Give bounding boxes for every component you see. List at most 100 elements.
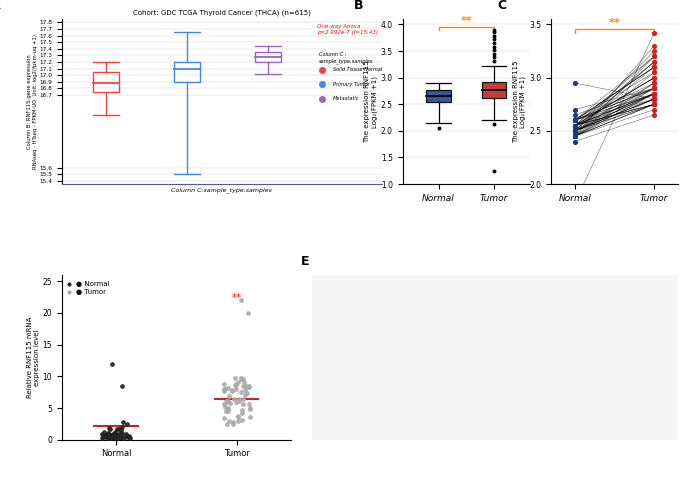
Point — [569, 122, 580, 130]
Point — [649, 85, 660, 92]
Point — [649, 95, 660, 103]
Point — [112, 433, 123, 441]
Point — [569, 132, 580, 140]
Point — [649, 58, 660, 65]
Point — [245, 405, 256, 413]
Point — [237, 409, 248, 416]
Point — [222, 404, 233, 412]
Point — [569, 117, 580, 124]
Point — [649, 95, 660, 103]
Text: **: ** — [460, 16, 472, 26]
Point — [222, 397, 233, 405]
Bar — [93, 72, 119, 92]
Point — [226, 387, 237, 395]
Point — [116, 429, 127, 436]
Point — [104, 433, 115, 441]
Point — [569, 127, 580, 135]
Point — [649, 100, 660, 108]
Text: E: E — [301, 255, 309, 268]
Point — [224, 418, 235, 425]
Point — [569, 132, 580, 140]
Point — [649, 100, 660, 108]
Point — [230, 380, 241, 387]
Point — [649, 85, 660, 92]
Point — [223, 384, 234, 391]
Point — [569, 132, 580, 140]
Point — [649, 68, 660, 76]
Point — [124, 434, 135, 442]
Point — [116, 382, 127, 390]
Point — [99, 428, 110, 435]
Point — [569, 127, 580, 135]
Point — [569, 122, 580, 130]
Point — [569, 127, 580, 135]
Point — [649, 90, 660, 98]
Point — [104, 431, 115, 439]
Point — [97, 430, 108, 438]
Point — [569, 122, 580, 130]
Point — [121, 430, 132, 437]
Point — [232, 412, 243, 420]
Y-axis label: The expression RNF115
Log₂(FPKM +1): The expression RNF115 Log₂(FPKM +1) — [512, 60, 526, 143]
Text: Primary Tumor: Primary Tumor — [333, 82, 370, 87]
Point — [229, 395, 240, 402]
Point — [104, 435, 115, 442]
Point — [569, 122, 580, 130]
Point — [649, 58, 660, 65]
Point — [569, 132, 580, 140]
Point — [219, 380, 229, 388]
Point — [569, 132, 580, 140]
Point — [234, 398, 245, 405]
Point — [569, 127, 580, 135]
Point — [231, 385, 242, 393]
Point — [649, 90, 660, 98]
Point — [116, 433, 127, 440]
Point — [569, 122, 580, 130]
Point — [569, 132, 580, 140]
Point — [649, 74, 660, 81]
Text: **: ** — [608, 18, 621, 28]
Point — [235, 375, 246, 383]
Point — [113, 433, 124, 440]
Point — [236, 416, 247, 424]
Point — [123, 432, 134, 440]
Point — [109, 432, 120, 440]
Point — [106, 432, 117, 439]
X-axis label: Column C:sample_type.samples: Column C:sample_type.samples — [171, 187, 272, 193]
Point — [649, 74, 660, 81]
Point — [649, 29, 660, 37]
Point — [569, 117, 580, 124]
Point — [569, 117, 580, 124]
Point — [649, 63, 660, 71]
Bar — [256, 52, 282, 62]
Point — [110, 433, 121, 440]
Point — [649, 95, 660, 103]
Text: Metastatic: Metastatic — [333, 97, 360, 101]
Point — [230, 381, 241, 389]
Point — [649, 90, 660, 98]
Point — [649, 85, 660, 92]
Point — [649, 85, 660, 92]
Point — [649, 111, 660, 119]
Point — [244, 400, 255, 407]
Point — [227, 386, 238, 394]
Point — [220, 385, 231, 392]
Point — [103, 434, 114, 441]
Point — [245, 405, 256, 413]
Point — [243, 382, 254, 390]
Point — [649, 100, 660, 108]
Point — [236, 388, 247, 396]
Point — [649, 95, 660, 103]
Point — [111, 430, 122, 437]
Point — [97, 434, 108, 441]
Point — [236, 374, 247, 382]
Point — [221, 407, 232, 415]
Point — [221, 397, 232, 404]
Point — [116, 434, 127, 441]
Point — [649, 85, 660, 92]
Point — [242, 309, 253, 317]
Point — [569, 117, 580, 124]
Point — [569, 132, 580, 140]
Point — [236, 406, 247, 413]
Point — [649, 100, 660, 108]
